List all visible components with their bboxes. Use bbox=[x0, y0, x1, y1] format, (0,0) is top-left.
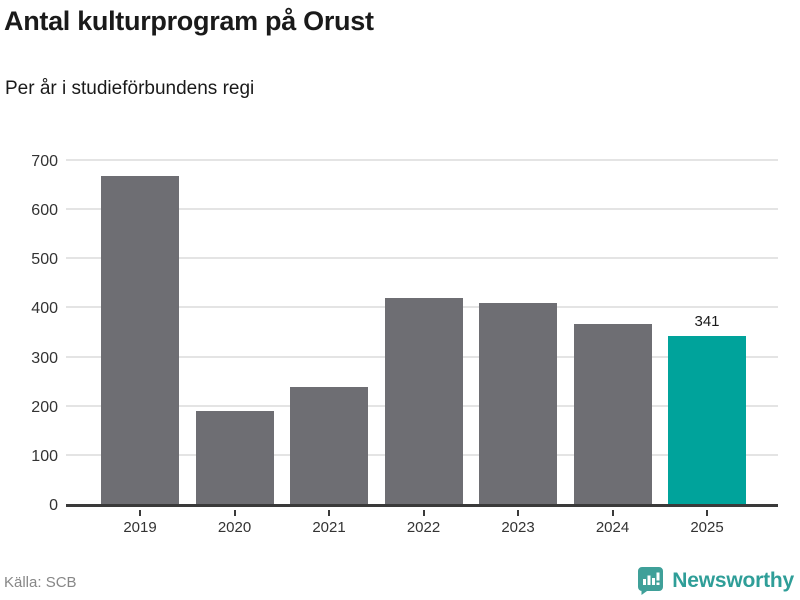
x-axis-tick-label: 2019 bbox=[123, 519, 157, 536]
chart-title: Antal kulturprogram på Orust bbox=[4, 6, 374, 36]
bar-2024 bbox=[573, 324, 652, 504]
y-axis-tick-label: 0 bbox=[49, 497, 58, 514]
bar-2019 bbox=[101, 176, 179, 504]
newsworthy-logo[interactable]: Newsworthy bbox=[637, 566, 794, 595]
x-axis-tick-label: 2025 bbox=[690, 519, 724, 536]
newsworthy-wordmark: Newsworthy bbox=[672, 568, 794, 592]
x-axis-tick-label: 2020 bbox=[217, 519, 252, 536]
bar-2020 bbox=[195, 410, 274, 504]
y-axis-tick-label: 500 bbox=[31, 251, 58, 269]
x-axis-tick bbox=[422, 510, 425, 516]
x-axis-tick-label: 2024 bbox=[595, 519, 630, 536]
x-axis-tick-label: 2021 bbox=[312, 519, 346, 536]
y-axis-tick-label: 100 bbox=[31, 447, 58, 465]
x-axis-tick bbox=[139, 510, 141, 516]
source-label: Källa: SCB bbox=[4, 574, 77, 591]
bar-2021 bbox=[290, 387, 368, 504]
newsworthy-bubble-chart-icon bbox=[637, 566, 664, 595]
chart-subtitle: Per år i studieförbundens regi bbox=[5, 78, 255, 99]
plot-area bbox=[66, 159, 778, 507]
y-axis-tick-label: 600 bbox=[31, 202, 58, 220]
gridline-700 bbox=[66, 159, 778, 161]
x-axis-tick bbox=[328, 510, 330, 516]
bar-2025 bbox=[668, 336, 746, 504]
x-axis-tick bbox=[706, 510, 708, 516]
y-axis-tick-label: 700 bbox=[31, 153, 58, 170]
bar-2022 bbox=[384, 297, 463, 504]
x-axis-tick bbox=[611, 510, 614, 516]
y-axis-tick-label: 300 bbox=[31, 349, 58, 367]
gridline-500 bbox=[66, 257, 778, 260]
bar-value-label: 341 bbox=[694, 313, 720, 331]
x-axis-tick bbox=[517, 510, 519, 516]
x-axis-tick-label: 2023 bbox=[501, 519, 535, 536]
y-axis-tick-label: 400 bbox=[31, 300, 58, 318]
x-axis-tick bbox=[233, 510, 236, 516]
y-axis-tick-label: 200 bbox=[31, 398, 58, 416]
gridline-600 bbox=[66, 208, 778, 211]
bar-2023 bbox=[479, 303, 557, 504]
x-axis-tick-label: 2022 bbox=[406, 519, 441, 536]
